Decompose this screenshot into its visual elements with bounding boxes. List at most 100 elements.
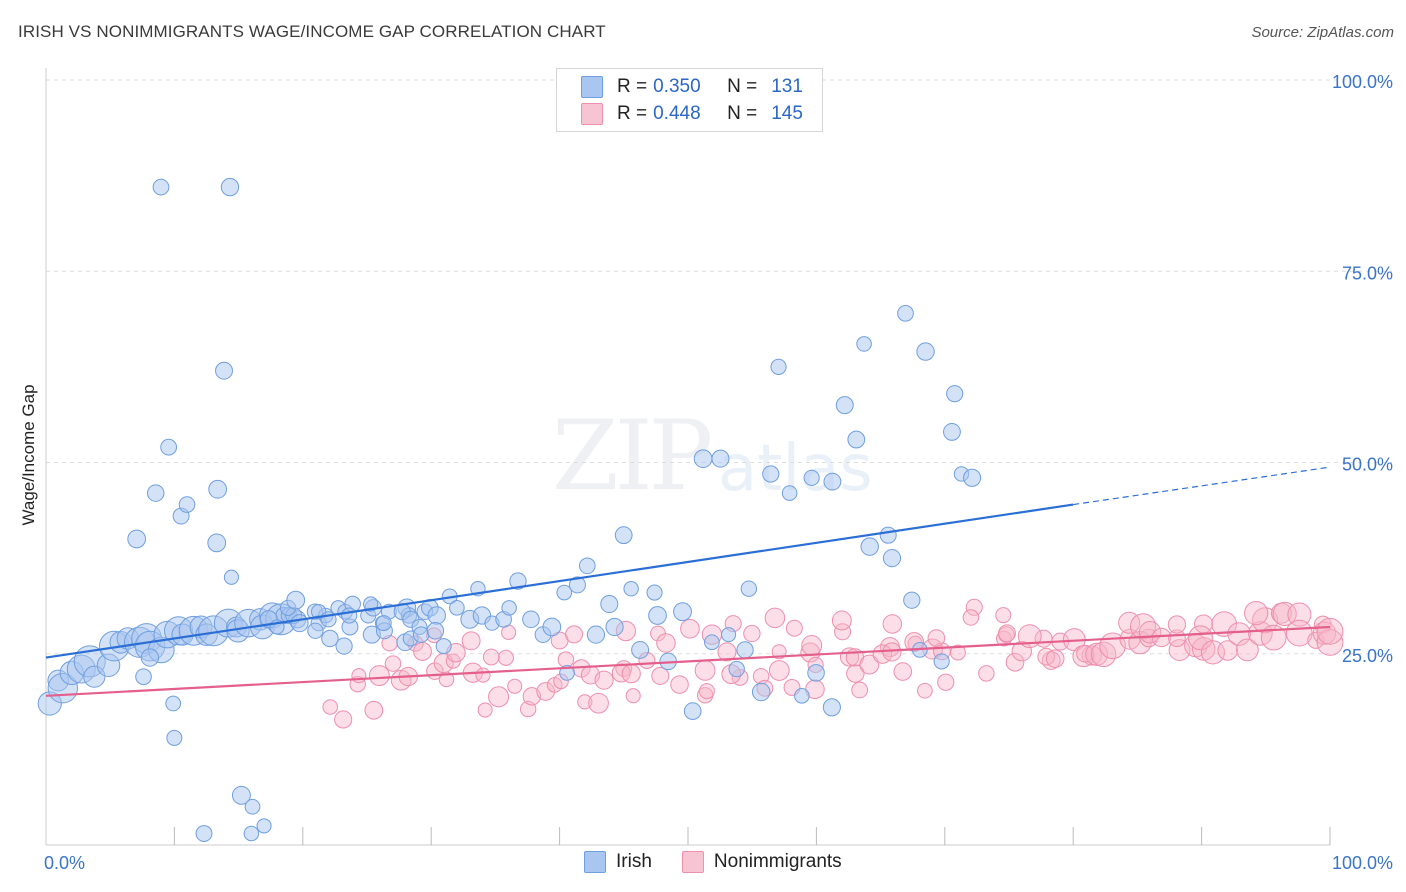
irish-point	[623, 581, 639, 597]
nonimmigrants-point	[995, 607, 1012, 624]
nonimmigrants-point	[882, 614, 903, 634]
nonimmigrants-point	[768, 660, 790, 681]
irish-point	[586, 625, 606, 644]
irish-point	[740, 580, 758, 597]
nonimmigrants-swatch-icon	[581, 103, 603, 125]
irish-point	[943, 422, 961, 441]
irish-legend-icon	[584, 851, 606, 873]
y-tick-label: 100.0%	[1332, 72, 1393, 92]
irish-point	[711, 449, 730, 468]
irish-point	[578, 557, 596, 575]
nonimmigrants-point	[334, 710, 353, 729]
irish-r-label: R =	[617, 76, 648, 97]
irish-point	[195, 825, 213, 842]
irish-point	[847, 430, 866, 449]
nonimmigrants-point	[962, 609, 980, 626]
nonimmigrants-point	[680, 618, 700, 639]
non-r-value: 0.448	[653, 103, 701, 124]
irish-point	[736, 641, 754, 659]
nonimmigrants-point	[927, 629, 946, 647]
nonimmigrants-point	[364, 700, 384, 720]
irish-point	[835, 396, 854, 415]
irish-point	[220, 177, 240, 197]
irish-point	[335, 637, 353, 655]
nonimmigrants-point	[950, 644, 966, 661]
nonimmigrants-point	[507, 678, 523, 694]
nonimmigrants-point	[851, 681, 869, 699]
legend-row-irish: R = 0.350 N = 131	[557, 73, 803, 101]
nonimmigrants-point	[368, 665, 390, 687]
nonimmigrants-point	[978, 665, 995, 682]
irish-point	[542, 617, 562, 637]
nonimmigrants-point	[565, 625, 584, 644]
y-tick-label: 75.0%	[1342, 263, 1393, 283]
nonimmigrants-point	[1011, 640, 1032, 662]
nonimmigrants-point	[1005, 652, 1025, 672]
nonimmigrants-point	[694, 659, 716, 681]
irish-point	[897, 304, 914, 322]
nonimmigrants-point	[831, 610, 852, 631]
irish-point	[605, 617, 624, 637]
nonimmigrants-point	[1211, 611, 1238, 637]
nonimmigrants-point	[1217, 640, 1238, 661]
irish-point	[933, 653, 950, 670]
irish-point	[807, 664, 825, 682]
irish-point	[426, 622, 445, 640]
non-n-label: N =	[727, 103, 758, 124]
irish-point	[673, 602, 692, 622]
nonimmigrants-point	[438, 671, 455, 688]
irish-swatch-icon	[581, 76, 603, 98]
nonimmigrants-point	[1244, 601, 1269, 626]
y-tick-label: 50.0%	[1342, 455, 1393, 475]
nonimmigrants-point	[413, 642, 432, 661]
y-axis-title: Wage/Income Gap	[19, 384, 38, 525]
nonimmigrants-point	[698, 683, 715, 700]
nonimmigrants-point	[488, 686, 510, 708]
y-tick-label: 25.0%	[1342, 646, 1393, 666]
irish-point	[762, 465, 780, 483]
irish-point	[208, 479, 228, 499]
source-label: Source: ZipAtlas.com	[1251, 24, 1394, 41]
irish-point	[231, 785, 251, 805]
non-r-label: R =	[617, 103, 648, 124]
nonimmigrants-point	[656, 633, 676, 653]
nonimmigrants-point	[322, 699, 339, 715]
nonimmigrants-point	[497, 649, 514, 666]
nonimmigrants-point	[536, 682, 556, 701]
irish-point	[704, 634, 720, 651]
nonimmigrants-point	[477, 702, 493, 718]
irish-point	[823, 472, 842, 491]
nonimmigrants-point	[1045, 649, 1065, 668]
irish-point	[427, 606, 446, 625]
nonimmigrants-point	[859, 654, 880, 675]
irish-point	[600, 594, 619, 614]
irish-point	[127, 529, 147, 549]
irish-point	[215, 361, 233, 380]
irish-point	[879, 526, 897, 544]
nonimmigrants-point	[1316, 629, 1344, 656]
irish-point	[152, 178, 170, 196]
chart-title: IRISH VS NONIMMIGRANTS WAGE/INCOME GAP C…	[18, 22, 606, 41]
irish-point	[803, 469, 820, 486]
x-tick-label: 100.0%	[1332, 853, 1393, 873]
irish-point	[207, 533, 227, 553]
irish-point	[244, 798, 261, 815]
nonimmigrants-point	[872, 644, 893, 664]
irish-n-label: N =	[727, 76, 758, 97]
non-n-value: 145	[771, 103, 803, 124]
irish-point	[903, 591, 921, 609]
irish-point	[556, 584, 573, 601]
nonimmigrants-point	[1151, 627, 1172, 648]
irish-point	[165, 695, 182, 712]
irish-point	[412, 626, 430, 643]
irish-legend-label: Irish	[616, 851, 652, 872]
nonimmigrants-legend-icon	[681, 851, 704, 873]
irish-point	[160, 438, 178, 456]
legend-item-nonimmigrants: Nonimmigrants	[681, 851, 842, 873]
nonimmigrants-point	[937, 673, 955, 691]
irish-point	[435, 638, 452, 655]
nonimmigrants-point	[475, 667, 491, 683]
nonimmigrants-point	[1167, 615, 1187, 634]
